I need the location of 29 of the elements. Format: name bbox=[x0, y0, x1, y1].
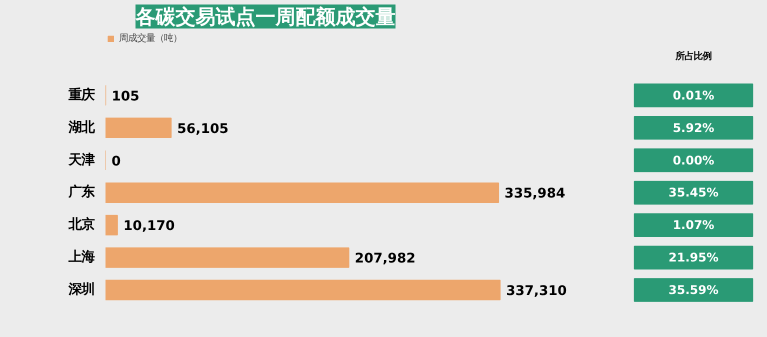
text: 35.45% bbox=[668, 186, 719, 200]
data-label: 105 bbox=[112, 89, 140, 104]
text: 0.01% bbox=[672, 88, 714, 102]
bar bbox=[106, 280, 501, 300]
text: 35.59% bbox=[668, 283, 719, 298]
y-tick-label: 广东 bbox=[68, 184, 94, 200]
text: 0.00% bbox=[672, 153, 714, 168]
y-tick-label: 深圳 bbox=[68, 282, 94, 298]
y-tick-label: 北京 bbox=[68, 216, 94, 233]
data-label: 56,105 bbox=[177, 122, 229, 137]
data-label: 335,984 bbox=[504, 186, 566, 202]
text: 1.07% bbox=[672, 218, 714, 232]
bar bbox=[106, 182, 500, 203]
data-label: 207,982 bbox=[354, 252, 416, 267]
text: 5.92% bbox=[672, 120, 714, 135]
y-tick-label: 重庆 bbox=[68, 86, 94, 103]
data-label: 0 bbox=[112, 154, 121, 170]
y-tick-label: 天津 bbox=[68, 152, 94, 168]
data-label: 337,310 bbox=[506, 284, 567, 300]
bar bbox=[106, 247, 350, 268]
data-label: 10,170 bbox=[123, 219, 175, 234]
y-tick-label: 上海 bbox=[68, 250, 94, 266]
y-tick-label: 湖北 bbox=[68, 120, 96, 136]
text: 所占比例 bbox=[674, 50, 712, 62]
text: 21.95% bbox=[668, 250, 719, 265]
bar bbox=[106, 118, 172, 138]
bar bbox=[106, 214, 118, 236]
legend-label: 周成交量（吨） bbox=[119, 32, 182, 45]
chart-title: 各碳交易试点一周配额成交量 bbox=[134, 4, 396, 28]
